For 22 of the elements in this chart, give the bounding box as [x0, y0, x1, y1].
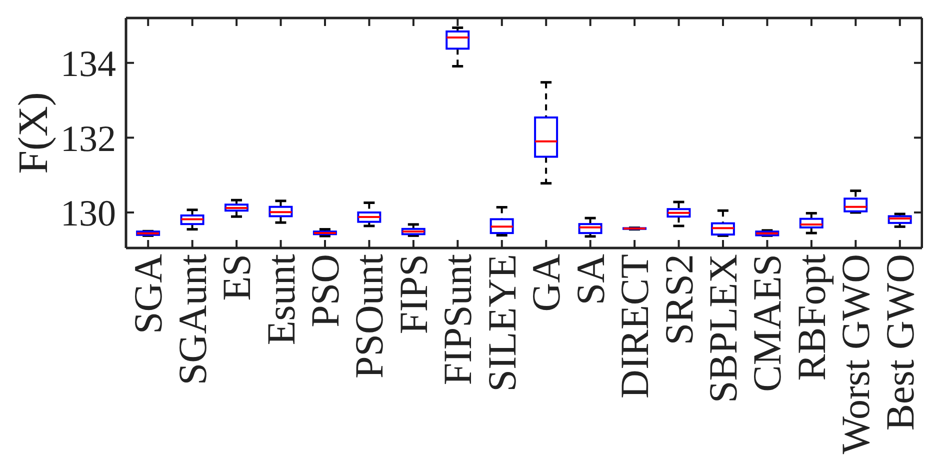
y-axis-title: F(X) [10, 92, 57, 174]
x-tick-label: SILEYE [479, 254, 524, 392]
x-tick-label: PSO [302, 254, 348, 328]
x-tick-label: GA [524, 254, 569, 312]
x-tick-label: SRS2 [656, 254, 702, 346]
x-tick-label: SA [568, 254, 613, 306]
x-tick-label: RBFopt [788, 254, 834, 381]
x-tick-label: SGAunt [170, 254, 215, 386]
x-tick-label: ES [214, 254, 260, 301]
x-tick-label: SBPLEX [700, 254, 746, 403]
y-tick-label: 130 [60, 194, 116, 235]
x-tick-label: DIRECT [612, 254, 658, 398]
x-tick-label: CMAES [744, 254, 790, 392]
x-tick-label: FIPSunt [435, 254, 480, 386]
y-tick-label: 132 [60, 118, 116, 160]
x-tick-label: Worst GWO [833, 254, 878, 454]
x-tick-label: Esunt [258, 254, 304, 346]
x-tick-label: Best GWO [877, 254, 922, 431]
x-tick-label: PSOunt [346, 254, 392, 378]
x-tick-label: SGA [126, 254, 171, 334]
x-tick-label: FIPS [390, 254, 436, 334]
y-tick-label: 134 [60, 44, 116, 86]
